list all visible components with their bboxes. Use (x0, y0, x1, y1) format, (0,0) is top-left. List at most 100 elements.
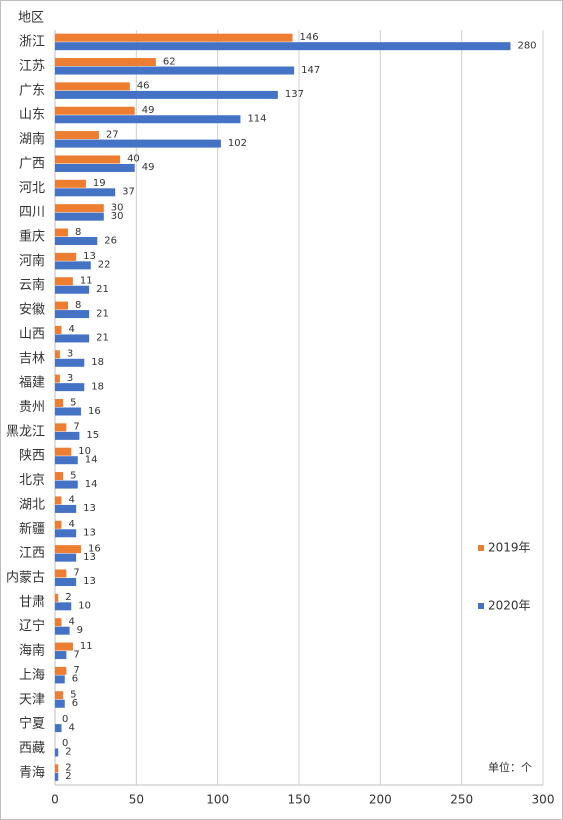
value-label: 3 (67, 349, 73, 360)
bar (55, 569, 67, 578)
value-label: 0 (62, 738, 68, 749)
y-tick-label: 上海 (19, 668, 45, 683)
y-tick-label: 天津 (19, 692, 45, 707)
bar (55, 188, 116, 197)
bar (55, 155, 121, 164)
bar (55, 618, 62, 627)
value-label: 16 (88, 543, 101, 554)
value-label: 137 (285, 89, 304, 100)
y-tick-label: 安徽 (19, 303, 45, 318)
value-label: 14 (85, 479, 98, 490)
bar (55, 764, 59, 773)
value-label: 7 (73, 665, 79, 676)
value-label: 8 (75, 300, 81, 311)
y-tick-label: 青海 (19, 765, 45, 780)
x-tick-label: 50 (129, 793, 144, 807)
value-label: 6 (72, 698, 78, 709)
bar (55, 691, 64, 700)
bar (55, 593, 59, 602)
bar (55, 407, 82, 416)
bar (55, 626, 70, 635)
bar (55, 115, 241, 124)
bar (55, 399, 64, 407)
y-tick-label: 吉林 (19, 351, 45, 366)
y-tick-label: 北京 (19, 473, 45, 488)
value-label: 15 (86, 430, 99, 441)
y-tick-label: 江苏 (19, 58, 45, 74)
x-tick-label: 200 (369, 793, 392, 807)
bar (55, 651, 67, 660)
value-label: 9 (77, 625, 83, 636)
y-tick-label: 西藏 (19, 741, 45, 756)
value-label: 14 (85, 454, 98, 465)
bar (55, 423, 67, 432)
bar (55, 131, 99, 140)
y-tick-label: 四川 (19, 205, 45, 220)
bar (55, 301, 69, 310)
y-tick-label: 河北 (19, 181, 45, 196)
bar (55, 358, 85, 367)
bar (55, 82, 130, 91)
bar (55, 577, 77, 586)
bar (55, 724, 62, 733)
x-tick-label: 100 (206, 793, 229, 807)
bar (55, 748, 59, 757)
value-label: 4 (69, 519, 75, 530)
value-label: 10 (78, 446, 91, 457)
bar (55, 456, 78, 465)
bar (55, 106, 135, 115)
bar (55, 699, 65, 708)
value-label: 46 (137, 81, 150, 92)
x-tick-label: 0 (51, 793, 59, 807)
value-label: 4 (69, 495, 75, 506)
y-tick-label: 湖南 (19, 131, 45, 147)
bar (55, 545, 82, 554)
bar (55, 261, 91, 270)
value-label: 7 (73, 649, 79, 660)
bar (55, 179, 86, 188)
y-tick-label: 湖北 (19, 497, 45, 512)
y-tick-label: 内蒙古 (6, 569, 45, 585)
value-label: 7 (73, 422, 79, 433)
y-tick-label: 陕西 (19, 449, 45, 464)
y-tick-label: 江西 (19, 546, 45, 561)
value-label: 7 (73, 568, 79, 579)
y-tick-label: 浙江 (19, 35, 45, 50)
bar (55, 90, 278, 99)
value-label: 13 (83, 552, 96, 563)
value-label: 21 (96, 333, 109, 344)
value-label: 26 (104, 235, 117, 246)
value-label: 4 (69, 722, 75, 733)
y-tick-label: 广西 (19, 156, 45, 171)
bar (55, 334, 90, 343)
value-label: 11 (80, 275, 93, 286)
y-tick-label: 黑龙江 (6, 424, 45, 439)
x-tick-label: 250 (450, 793, 473, 807)
value-label: 21 (96, 284, 109, 295)
value-label: 11 (80, 641, 93, 652)
value-label: 4 (69, 616, 75, 627)
bar (55, 642, 73, 651)
value-label: 22 (98, 260, 111, 271)
y-tick-label: 宁夏 (19, 716, 45, 732)
value-label: 0 (62, 714, 68, 725)
y-tick-label: 云南 (19, 277, 45, 293)
y-tick-label: 山东 (19, 108, 45, 123)
legend-label: 2020年 (488, 599, 531, 613)
value-label: 13 (83, 528, 96, 539)
value-label: 10 (78, 601, 91, 612)
legend-swatch (478, 603, 484, 609)
bar (55, 139, 221, 148)
value-label: 146 (299, 32, 318, 43)
value-label: 6 (72, 674, 78, 685)
bar (55, 447, 72, 456)
x-tick-label: 150 (288, 793, 311, 807)
bar (55, 480, 78, 489)
bar (55, 325, 62, 334)
bar (55, 529, 77, 538)
y-tick-label: 山西 (19, 327, 45, 342)
y-tick-label: 河南 (19, 253, 45, 269)
bar (55, 374, 60, 383)
value-label: 5 (70, 470, 76, 481)
